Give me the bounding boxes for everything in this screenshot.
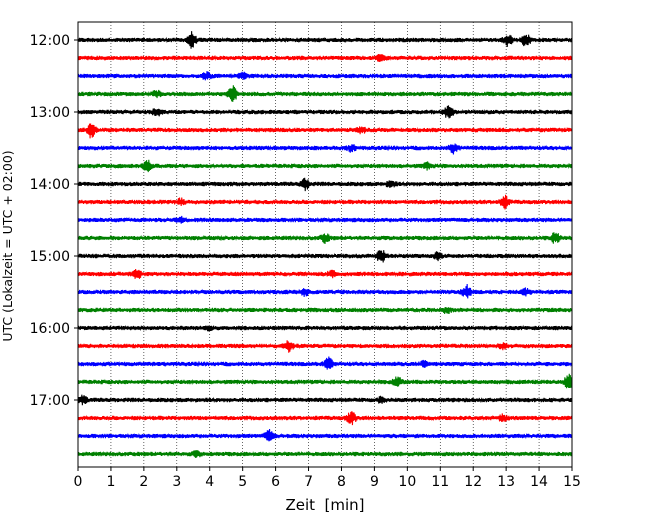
trace-1445 xyxy=(77,232,573,245)
x-tick-label: 4 xyxy=(205,474,214,490)
trace-1530 xyxy=(77,284,573,299)
trace-1745 xyxy=(77,450,573,458)
y-tick-label: 15:00 xyxy=(30,249,70,265)
x-tick-label: 6 xyxy=(271,474,280,490)
x-tick-label: 3 xyxy=(172,474,181,490)
y-tick-label: 13:00 xyxy=(30,105,70,121)
y-tick-label: 16:00 xyxy=(30,321,70,337)
trace-1215 xyxy=(77,54,573,63)
trace-1330 xyxy=(77,143,573,155)
x-tick-label: 11 xyxy=(431,474,449,490)
x-tick-label: 14 xyxy=(530,474,548,490)
x-tick-label: 15 xyxy=(563,474,581,490)
trace-1700 xyxy=(77,394,573,406)
trace-1615 xyxy=(77,340,573,353)
trace-1200 xyxy=(77,31,573,49)
x-tick-label: 10 xyxy=(398,474,416,490)
x-tick-label: 0 xyxy=(74,474,83,490)
x-tick-label: 8 xyxy=(337,474,346,490)
trace-1345 xyxy=(77,159,573,173)
trace-layer xyxy=(77,31,573,458)
y-tick-label: 12:00 xyxy=(30,33,70,49)
y-tick-label: 14:00 xyxy=(30,177,70,193)
trace-1230 xyxy=(77,71,573,81)
trace-1315 xyxy=(77,123,573,139)
trace-1415 xyxy=(77,194,573,210)
trace-1645 xyxy=(77,373,573,389)
plot-frame xyxy=(77,21,573,468)
x-tick-label: 9 xyxy=(370,474,379,490)
x-tick-label: 2 xyxy=(139,474,148,490)
axis-layer: 0 1 2 3 4 5 6 7 8 9 10 11 12 13 14 1512:0013:0014:0015:… xyxy=(30,33,581,490)
x-tick-label: 1 xyxy=(106,474,115,490)
x-tick-label: 12 xyxy=(464,474,482,490)
x-tick-label: 7 xyxy=(304,474,313,490)
trace-1300 xyxy=(77,105,573,119)
x-tick-label: 13 xyxy=(497,474,515,490)
y-axis-label: UTC (Lokalzeit = UTC + 02:00) xyxy=(0,150,15,341)
trace-1600 xyxy=(77,324,573,332)
trace-1500 xyxy=(77,250,573,263)
trace-1430 xyxy=(77,215,573,224)
trace-1515 xyxy=(77,269,573,279)
trace-1630 xyxy=(77,356,573,370)
x-tick-label: 5 xyxy=(238,474,247,490)
x-axis-label: Zeit [min] xyxy=(285,496,364,514)
trace-1245 xyxy=(77,85,573,102)
trace-1400 xyxy=(77,177,573,192)
trace-1545 xyxy=(77,306,573,315)
trace-1715 xyxy=(77,411,573,426)
y-tick-label: 17:00 xyxy=(30,393,70,409)
trace-1730 xyxy=(77,429,573,442)
